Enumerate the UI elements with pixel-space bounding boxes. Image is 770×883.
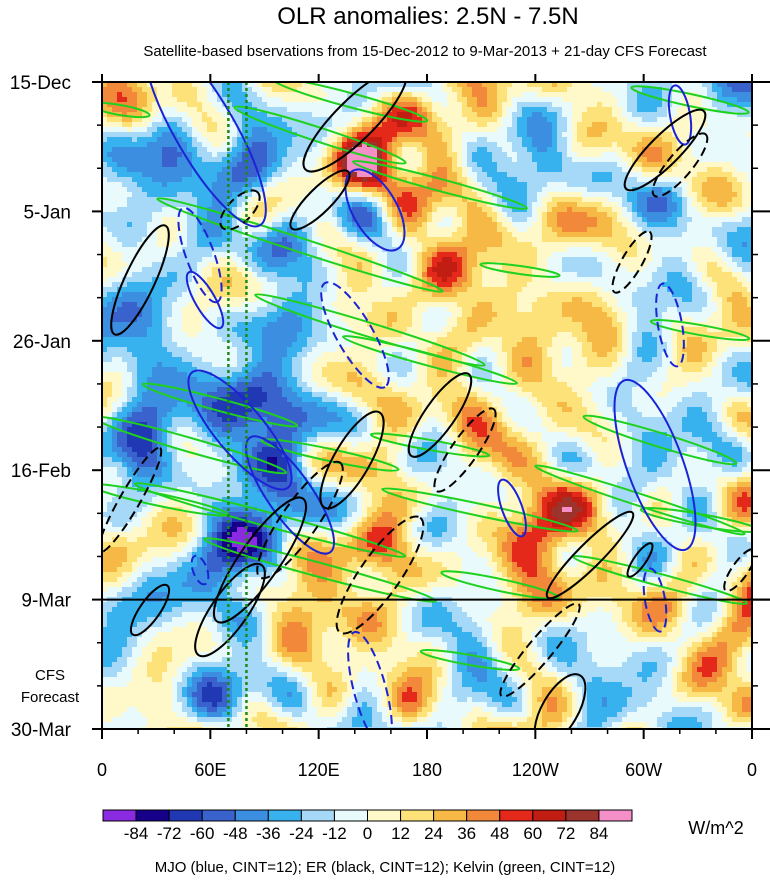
y-tick-label: 30-Mar xyxy=(11,720,72,741)
colorbar: -84 -72 -60 -48 -36 -24 -12 0 12 24 36 48 60 72 84 xyxy=(103,810,632,843)
x-tick-label: 0 xyxy=(747,760,757,780)
colorbar-swatch xyxy=(368,810,401,821)
x-tick-label: 120E xyxy=(298,760,340,780)
colorbar-label: -72 xyxy=(157,824,182,843)
forecast-label-line1: CFS xyxy=(35,667,65,684)
colorbar-label: -84 xyxy=(124,824,149,843)
x-tick-label: 60E xyxy=(194,760,226,780)
colorbar-swatch xyxy=(301,810,334,821)
chart-subtitle: Satellite-based bservations from 15-Dec-… xyxy=(143,43,707,60)
x-tick-label: 180 xyxy=(412,760,442,780)
colorbar-label: 72 xyxy=(556,824,575,843)
colorbar-swatch xyxy=(434,810,467,821)
colorbar-swatch xyxy=(401,810,434,821)
colorbar-unit: W/m^2 xyxy=(688,818,743,838)
colorbar-label: -24 xyxy=(289,824,314,843)
colorbar-swatch xyxy=(500,810,533,821)
forecast-label-line2: Forecast xyxy=(21,689,80,706)
y-tick-label: 5-Jan xyxy=(23,202,71,223)
x-tick-label: 60W xyxy=(625,760,662,780)
colorbar-swatch xyxy=(467,810,500,821)
colorbar-swatch xyxy=(268,810,301,821)
colorbar-label: 60 xyxy=(523,824,542,843)
colorbar-swatch xyxy=(566,810,599,821)
x-tick-label: 120W xyxy=(512,760,559,780)
colorbar-label: 36 xyxy=(457,824,476,843)
colorbar-label: -36 xyxy=(256,824,281,843)
x-tick-label: 0 xyxy=(97,760,107,780)
y-tick-label: 15-Dec xyxy=(10,73,71,94)
y-tick-label: 16-Feb xyxy=(11,461,71,482)
colorbar-swatch xyxy=(235,810,268,821)
colorbar-swatch xyxy=(334,810,367,821)
colorbar-swatch xyxy=(599,810,632,821)
colorbar-label: 24 xyxy=(424,824,443,843)
colorbar-swatch xyxy=(169,810,202,821)
y-tick-label: 26-Jan xyxy=(13,332,71,353)
colorbar-label: 0 xyxy=(363,824,372,843)
y-tick-label: 9-Mar xyxy=(21,591,71,612)
colorbar-label: -12 xyxy=(322,824,347,843)
colorbar-label: -60 xyxy=(190,824,215,843)
chart-title: OLR anomalies: 2.5N - 7.5N xyxy=(277,3,578,30)
colorbar-swatch xyxy=(136,810,169,821)
colorbar-label: 48 xyxy=(490,824,509,843)
colorbar-swatch xyxy=(202,810,235,821)
colorbar-label: 12 xyxy=(391,824,410,843)
contour-legend: MJO (blue, CINT=12); ER (black, CINT=12)… xyxy=(155,859,616,876)
colorbar-swatch xyxy=(103,810,136,821)
colorbar-label: 84 xyxy=(589,824,608,843)
colorbar-label: -48 xyxy=(223,824,248,843)
colorbar-swatch xyxy=(533,810,566,821)
